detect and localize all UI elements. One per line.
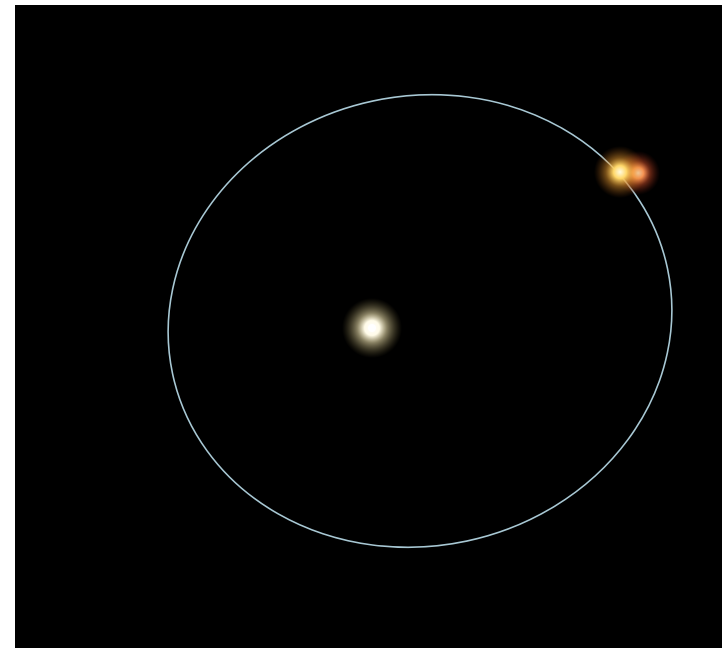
orbit-path (167, 93, 673, 549)
central-star-core (368, 324, 376, 332)
companion-star-yellow (594, 146, 646, 198)
